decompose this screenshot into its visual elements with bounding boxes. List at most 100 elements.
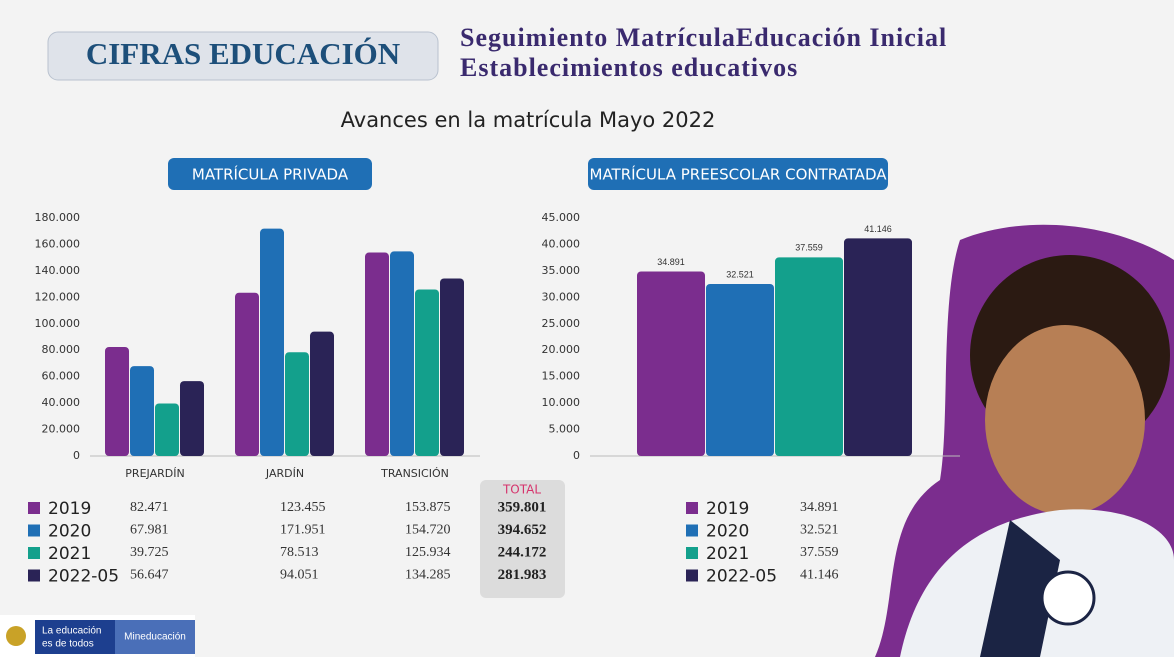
- legend-swatch: [686, 569, 698, 582]
- legend-label: 2020: [48, 522, 91, 542]
- y-tick-label: 100.000: [35, 317, 81, 330]
- footer-ministry: Mineducación: [124, 632, 186, 643]
- table-total: 394.652: [498, 522, 547, 538]
- bar: [235, 292, 259, 456]
- table-total: 281.983: [498, 567, 547, 583]
- table-total: 359.801: [498, 499, 547, 515]
- table-value: 94.051: [280, 568, 319, 583]
- subtitle: Avances en la matrícula Mayo 2022: [341, 108, 716, 132]
- y-tick-label: 140.000: [35, 264, 81, 277]
- y-tick-label: 0: [573, 449, 580, 462]
- table-total: 244.172: [498, 544, 547, 560]
- table-value: 39.725: [130, 545, 169, 560]
- title-line: Seguimiento MatrículaEducación Inicial: [460, 23, 947, 52]
- legend-swatch: [28, 524, 40, 537]
- chart-title-pill: [588, 158, 888, 190]
- bar: [706, 284, 774, 456]
- table-value: 67.981: [130, 523, 169, 538]
- bar: [775, 257, 843, 456]
- table-value: 125.934: [405, 545, 451, 560]
- table-value: 123.455: [280, 500, 326, 515]
- table-value: 82.471: [130, 500, 169, 515]
- chart-title: MATRÍCULA PREESCOLAR CONTRATADA: [590, 165, 888, 184]
- bar: [415, 289, 439, 456]
- y-tick-label: 120.000: [35, 290, 81, 303]
- face: [985, 325, 1145, 515]
- bar: [180, 381, 204, 456]
- bar: [155, 403, 179, 456]
- y-tick-label: 5.000: [549, 423, 581, 436]
- legend-swatch: [686, 502, 698, 514]
- bar: [105, 346, 129, 456]
- y-tick-label: 40.000: [542, 237, 581, 250]
- table-value: 41.146: [800, 568, 839, 583]
- tie: [980, 520, 1060, 657]
- bar: [390, 251, 414, 456]
- chart-title-pill: [168, 158, 372, 190]
- bar: [285, 352, 309, 456]
- x-tick-label: JARDÍN: [265, 467, 304, 480]
- legend-swatch: [28, 502, 40, 514]
- footer-box: [35, 620, 115, 654]
- bar: [310, 331, 334, 456]
- chart-title: MATRÍCULA PRIVADA: [192, 165, 349, 184]
- footer-slogan: es de todos: [42, 639, 94, 650]
- bar-label: 32.521: [726, 269, 754, 279]
- legend-label: 2021: [48, 544, 91, 564]
- badge: CIFRAS EDUCACIÓN: [86, 36, 400, 71]
- footer-slogan: La educación: [42, 626, 102, 637]
- legend-swatch: [686, 547, 698, 559]
- footer-box: [115, 620, 195, 654]
- badge-box: [47, 31, 439, 81]
- y-tick-label: 45.000: [542, 211, 581, 224]
- table-value: 34.891: [800, 500, 839, 515]
- table-value: 154.720: [405, 523, 451, 538]
- bar-label: 34.891: [657, 257, 685, 267]
- bar: [844, 238, 912, 456]
- x-tick-label: PREJARDÍN: [125, 467, 184, 480]
- y-tick-label: 20.000: [42, 423, 81, 436]
- legend-label: 2019: [706, 499, 749, 519]
- y-tick-label: 180.000: [35, 211, 81, 224]
- y-tick-label: 60.000: [42, 370, 81, 383]
- totals-header: TOTAL: [502, 483, 541, 497]
- legend-label: 2022-05: [706, 567, 777, 587]
- legend-label: 2020: [706, 522, 749, 542]
- title-line: Establecimientos educativos: [460, 53, 798, 82]
- y-tick-label: 80.000: [42, 343, 81, 356]
- x-tick-label: TRANSICIÓN: [380, 467, 449, 480]
- bar-label: 41.146: [864, 224, 892, 234]
- y-tick-label: 15.000: [542, 370, 581, 383]
- table-value: 171.951: [280, 523, 326, 538]
- y-tick-label: 10.000: [542, 396, 581, 409]
- table-value: 32.521: [800, 523, 839, 538]
- y-tick-label: 40.000: [42, 396, 81, 409]
- bar: [440, 278, 464, 456]
- legend-swatch: [28, 569, 40, 582]
- table-value: 56.647: [130, 568, 169, 583]
- legend-label: 2022-05: [48, 567, 119, 587]
- bar: [260, 228, 284, 456]
- bar: [130, 366, 154, 456]
- table-value: 134.285: [405, 568, 451, 583]
- legend-label: 2021: [706, 544, 749, 564]
- table-value: 78.513: [280, 545, 319, 560]
- y-tick-label: 25.000: [542, 317, 581, 330]
- y-tick-label: 0: [73, 449, 80, 462]
- table-value: 37.559: [800, 545, 839, 560]
- bar-label: 37.559: [795, 243, 823, 253]
- totals-box: [480, 480, 565, 598]
- school-crest: [1040, 570, 1096, 626]
- bar: [637, 271, 705, 456]
- legend-label: 2019: [48, 499, 91, 519]
- legend-swatch: [686, 524, 698, 537]
- bar: [365, 252, 389, 456]
- table-value: 153.875: [405, 500, 451, 515]
- y-tick-label: 160.000: [35, 237, 81, 250]
- y-tick-label: 20.000: [542, 343, 581, 356]
- y-tick-label: 30.000: [542, 290, 581, 303]
- y-tick-label: 35.000: [542, 264, 581, 277]
- legend-swatch: [28, 547, 40, 559]
- emblem: [6, 626, 26, 646]
